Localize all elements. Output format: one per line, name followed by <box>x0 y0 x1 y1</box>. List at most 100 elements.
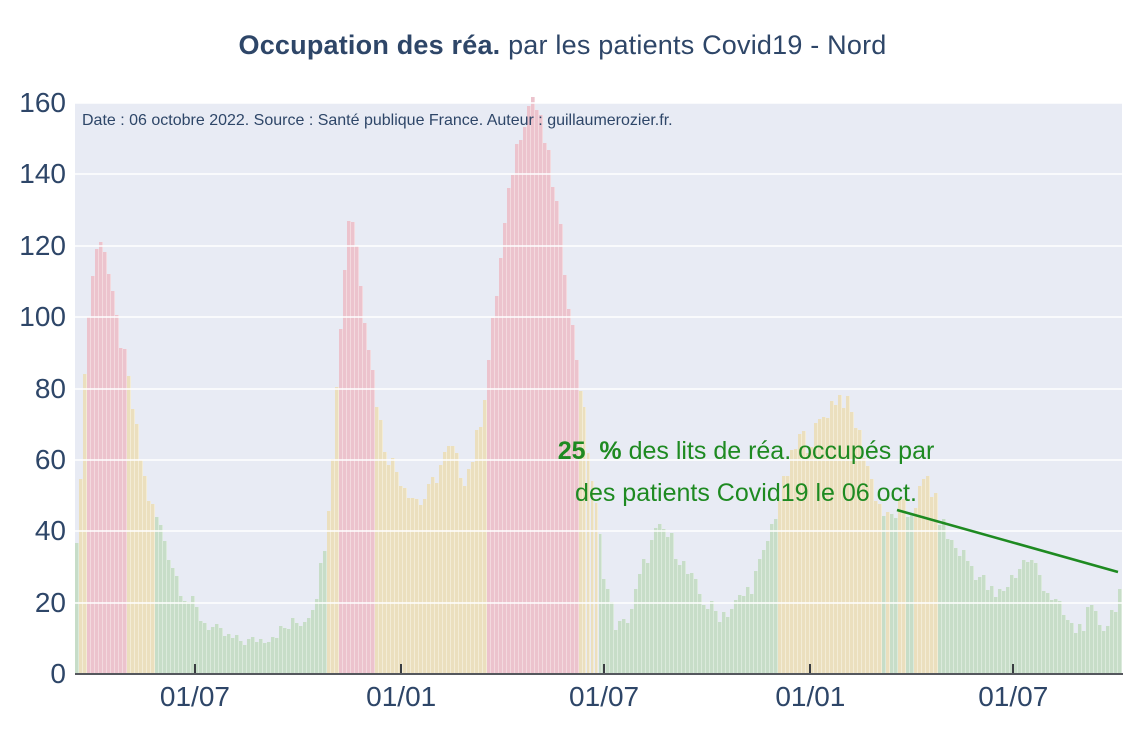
data-bar <box>986 589 991 674</box>
data-bar <box>486 360 491 674</box>
data-bar <box>378 419 383 674</box>
data-bar <box>190 596 195 674</box>
data-bar <box>158 525 163 674</box>
data-bar <box>366 350 371 674</box>
data-bar <box>310 610 315 674</box>
data-bar <box>666 536 671 674</box>
data-bar <box>106 273 111 674</box>
data-bar <box>382 451 387 674</box>
data-bar <box>134 424 139 674</box>
data-bar <box>198 621 203 674</box>
data-bar <box>850 411 855 674</box>
data-bar <box>146 501 151 674</box>
data-bar <box>782 475 787 674</box>
data-bar <box>374 406 379 674</box>
data-bar <box>922 478 927 674</box>
data-bar <box>238 641 243 674</box>
data-bar <box>414 499 419 674</box>
callout-annotation: 25 % des lits de réa. occupés par des pa… <box>500 430 992 514</box>
y-tick-label: 60 <box>34 443 66 475</box>
data-bar <box>798 433 803 674</box>
data-bar <box>542 142 547 674</box>
gridline <box>75 173 1122 176</box>
data-bar <box>254 642 259 674</box>
data-bar <box>118 348 123 674</box>
data-bar <box>422 499 427 674</box>
data-bar <box>426 483 431 674</box>
data-bar <box>534 109 539 674</box>
data-bar <box>110 290 115 674</box>
data-bar <box>1042 590 1047 674</box>
data-bar <box>194 606 199 674</box>
source-caption: Date : 06 octobre 2022. Source : Santé p… <box>82 112 673 129</box>
data-bar <box>606 588 611 674</box>
data-bar <box>854 428 859 674</box>
data-bar <box>218 627 223 674</box>
data-bar <box>802 430 807 674</box>
data-bar <box>546 149 551 674</box>
data-bar <box>566 308 571 674</box>
data-bar <box>594 502 599 674</box>
data-bar <box>734 599 739 674</box>
data-bar <box>794 449 799 674</box>
data-bar <box>138 460 143 674</box>
data-bar <box>766 541 771 674</box>
data-bar <box>822 417 827 674</box>
data-bar <box>234 634 239 674</box>
data-bar <box>818 418 823 674</box>
data-bar <box>558 224 563 674</box>
data-bar <box>342 269 347 674</box>
gridline <box>75 102 1122 104</box>
data-bar <box>1070 622 1075 674</box>
data-bar <box>462 486 467 674</box>
data-bar <box>970 565 975 674</box>
data-bar <box>1106 626 1110 674</box>
plot-area[interactable]: Date : 06 octobre 2022. Source : Santé p… <box>75 97 1122 674</box>
data-bar <box>86 316 91 674</box>
data-bar <box>1038 575 1043 674</box>
data-bar <box>722 611 727 674</box>
data-bar <box>582 407 587 674</box>
data-bar <box>454 453 459 674</box>
data-bar <box>878 504 883 674</box>
x-tick-mark <box>603 664 606 673</box>
data-bar <box>1010 575 1015 674</box>
gridline <box>75 316 1122 319</box>
bars-layer[interactable] <box>75 97 1122 674</box>
x-tick-mark <box>193 664 196 673</box>
data-bar <box>662 529 667 674</box>
data-bar <box>438 465 443 674</box>
data-bar <box>170 568 175 674</box>
data-bar <box>982 575 987 674</box>
data-bar <box>962 550 967 674</box>
data-bar <box>206 630 211 674</box>
data-bar <box>750 593 755 674</box>
data-bar <box>1050 600 1055 674</box>
data-bar <box>726 617 731 674</box>
data-bar <box>90 275 95 674</box>
data-bar <box>1002 590 1007 674</box>
data-bar <box>214 624 219 674</box>
data-bar <box>186 601 191 674</box>
data-bar <box>1074 633 1079 674</box>
x-axis-line <box>75 673 1123 675</box>
data-bar <box>390 458 395 674</box>
data-bar <box>330 458 335 674</box>
data-bar <box>1062 615 1067 674</box>
data-bar <box>890 513 895 674</box>
data-bar <box>674 559 679 674</box>
data-bar <box>974 580 979 674</box>
data-bar <box>522 127 527 674</box>
data-bar <box>790 450 795 674</box>
data-bar <box>702 605 707 674</box>
data-bar <box>250 636 255 674</box>
data-bar <box>94 249 99 674</box>
data-bar <box>638 574 643 674</box>
data-bar <box>562 274 567 674</box>
data-bar <box>718 622 723 674</box>
data-bar <box>762 549 767 674</box>
data-bar <box>482 399 487 674</box>
data-bar <box>538 114 543 674</box>
data-bar <box>430 477 435 674</box>
